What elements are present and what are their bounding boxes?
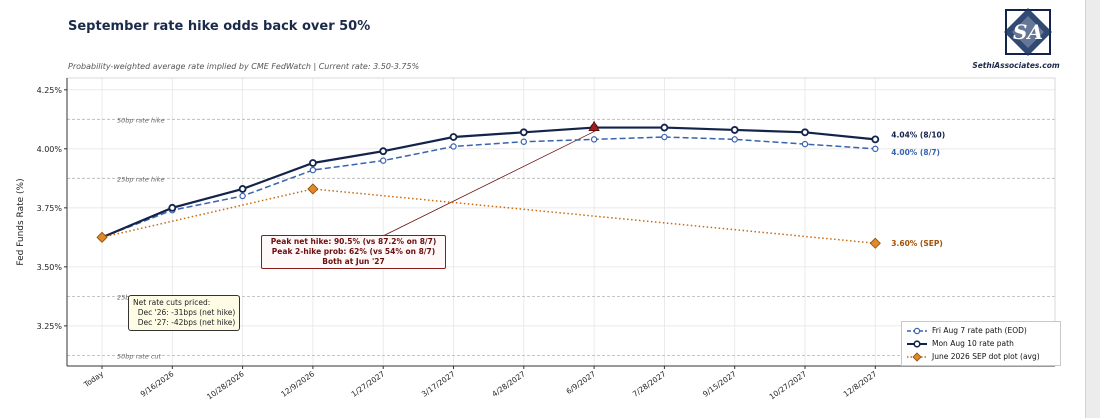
x-tick-label: 6/9/2027: [564, 369, 597, 396]
end-label-sep: 3.60% (SEP): [891, 239, 943, 248]
point-fri: [801, 140, 809, 148]
x-tick-label: 1/27/2027: [350, 369, 387, 399]
point-sep: [96, 231, 108, 243]
x-tick-label: 4/28/2027: [490, 369, 527, 399]
point-mon: [449, 133, 458, 141]
window-edge: [1085, 0, 1100, 418]
point-mon: [379, 147, 388, 156]
legend-item-fri: Fri Aug 7 rate path (EOD): [906, 324, 1056, 337]
point-fri: [309, 166, 317, 174]
series-line-mon: [101, 126, 876, 239]
y-axis-title: Fed Funds Rate (%): [16, 178, 26, 265]
point-fri: [661, 133, 668, 141]
y-tick-label: 4.00%: [37, 145, 63, 154]
legend-label-mon: Mon Aug 10 rate path: [932, 339, 1014, 348]
point-mon: [238, 185, 247, 193]
point-fri: [450, 143, 457, 150]
point-fri: [872, 145, 879, 153]
x-tick-label: 12/8/2027: [842, 369, 879, 399]
series-line-fri: [101, 136, 876, 239]
chart-subtitle: Probability-weighted average rate implie…: [68, 62, 420, 71]
point-fri: [380, 157, 387, 164]
y-tick-label: 3.50%: [37, 263, 63, 272]
peak-line-2: Peak 2-hike prob: 62% (vs 54% on 8/7): [271, 247, 436, 256]
point-sep: [307, 183, 319, 195]
series-lines: [96, 120, 881, 249]
series-line-sep: [101, 188, 876, 244]
legend-item-mon: Mon Aug 10 rate path: [906, 337, 1056, 350]
sethi-logo-icon: SA: [1004, 8, 1052, 56]
y-tick-label: 3.75%: [37, 204, 63, 213]
end-label-mon: 4.04% (8/10): [891, 130, 945, 139]
point-mon: [168, 203, 177, 212]
reference-line-label: 50bp rate hike: [117, 116, 165, 124]
cuts-line-3: Dec '27: -42bps (net hike): [133, 318, 236, 327]
point-mon: [801, 128, 809, 137]
point-mon: [871, 135, 880, 144]
point-mon: [308, 159, 317, 167]
peak-connector-line: [382, 131, 595, 237]
point-fri: [590, 136, 598, 143]
chart-title: September rate hike odds back over 50%: [68, 19, 371, 34]
chart-legend: Fri Aug 7 rate path (EOD) Mon Aug 10 rat…: [901, 321, 1061, 366]
y-tick-label: 3.25%: [37, 322, 63, 331]
peak-connector: [382, 131, 595, 237]
legend-swatch-fri-icon: [907, 327, 927, 334]
legend-label-sep: June 2026 SEP dot plot (avg): [932, 352, 1040, 361]
x-tick-label: 12/9/2026: [279, 369, 316, 399]
legend-swatch-mon-icon: [907, 339, 927, 348]
peak-annotation: Peak net hike: 90.5% (vs 87.2% on 8/7) P…: [261, 235, 446, 269]
legend-label-fri: Fri Aug 7 rate path (EOD): [932, 326, 1027, 335]
point-sep: [869, 237, 881, 249]
legend-swatch-sep-icon: [907, 351, 927, 362]
brand-link[interactable]: SethiAssociates.com: [972, 61, 1060, 70]
grid-lines: [67, 78, 1055, 366]
point-mon: [660, 123, 669, 132]
reference-line-label: 50bp rate cut: [117, 352, 162, 360]
rate-cuts-annotation: Net rate cuts priced: Dec '26: -31bps (n…: [128, 295, 241, 331]
legend-item-sep: June 2026 SEP dot plot (avg): [906, 350, 1056, 363]
peak-line-3: Both at Jun '27: [322, 257, 385, 266]
point-fri: [239, 192, 246, 200]
svg-text:SA: SA: [1013, 20, 1043, 44]
point-mon: [730, 126, 739, 134]
x-tick-label: 9/15/2027: [701, 369, 738, 399]
cuts-line-1: Net rate cuts priced:: [133, 298, 211, 307]
x-tick-label: 3/17/2027: [420, 369, 457, 399]
reference-line-label: 25bp rate hike: [117, 175, 165, 183]
x-tick-label: 10/27/2027: [768, 369, 809, 401]
x-tick-label: Today: [81, 369, 105, 390]
x-tick-label: 10/28/2026: [205, 369, 246, 401]
peak-marker: [588, 120, 600, 131]
end-labels: 4.04% (8/10) 4.00% (8/7) 3.60% (SEP): [891, 130, 945, 248]
cuts-line-2: Dec '26: -31bps (net hike): [133, 308, 236, 317]
y-tick-label: 4.25%: [37, 86, 63, 95]
point-mon: [519, 128, 528, 137]
peak-line-1: Peak net hike: 90.5% (vs 87.2% on 8/7): [270, 237, 437, 246]
point-fri: [520, 138, 528, 145]
point-fri: [731, 136, 738, 143]
end-label-fri: 4.00% (8/7): [891, 148, 940, 157]
x-tick-label: 9/16/2026: [139, 369, 176, 399]
x-tick-label: 7/28/2027: [631, 369, 668, 399]
